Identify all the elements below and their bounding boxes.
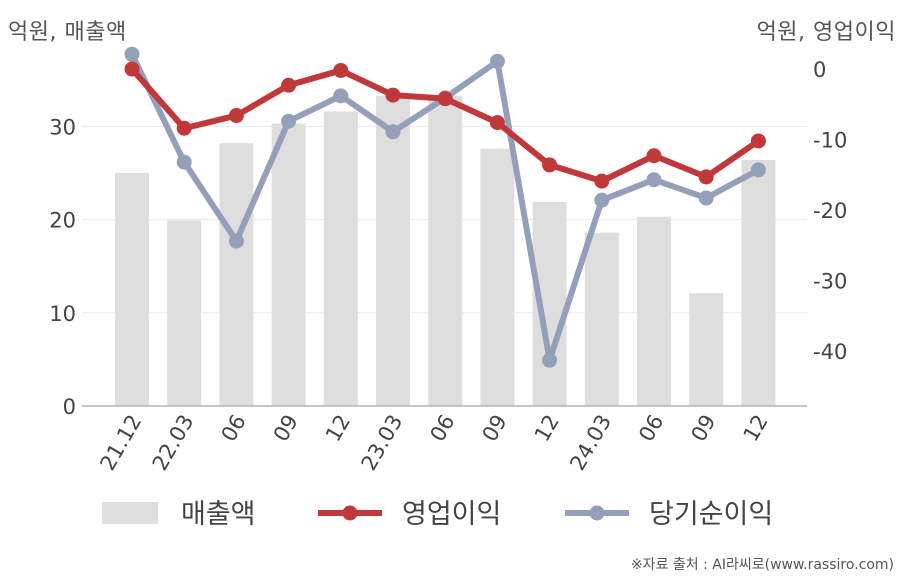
x-tick-label: 06 [217, 411, 251, 446]
point-operating-profit [542, 157, 558, 173]
bar-revenue [323, 111, 358, 407]
point-operating-profit [124, 61, 140, 77]
point-operating-profit [646, 148, 662, 164]
point-operating-profit [333, 62, 349, 78]
x-tick-label: 09 [269, 411, 303, 446]
x-tick-label: 12 [321, 411, 355, 446]
point-operating-profit [594, 173, 610, 189]
x-tick-label: 24.03 [565, 411, 616, 475]
point-operating-profit [750, 133, 766, 149]
point-operating-profit [176, 120, 192, 136]
x-tick-label: 12 [739, 411, 773, 446]
point-net-income [698, 190, 714, 206]
x-tick-label: 12 [530, 411, 564, 446]
x-tick-label: 06 [425, 411, 459, 446]
right-tick-label: 0 [813, 58, 826, 82]
point-operating-profit [489, 115, 505, 131]
left-tick-label: 20 [49, 209, 76, 233]
left-tick-label: 10 [49, 302, 76, 326]
bar-revenue [689, 293, 724, 406]
point-net-income [228, 233, 244, 249]
bar-revenue [167, 220, 202, 406]
point-operating-profit [281, 77, 297, 93]
legend-marker-net-income [589, 505, 605, 521]
bar-revenue [637, 216, 671, 406]
bar-revenue [115, 173, 149, 406]
bar-revenue [480, 148, 515, 406]
point-net-income [176, 154, 192, 170]
point-net-income [542, 352, 558, 368]
point-operating-profit [698, 169, 714, 185]
x-tick-label: 21.12 [95, 411, 146, 475]
bar-revenue [271, 123, 306, 406]
legend-label: 영업이익 [402, 499, 501, 530]
point-net-income [750, 162, 766, 178]
bar-revenue [584, 232, 619, 406]
x-tick-label: 09 [686, 411, 720, 446]
bar-revenue [376, 95, 410, 407]
point-operating-profit [385, 87, 401, 103]
point-net-income [489, 53, 505, 69]
point-net-income [594, 192, 610, 208]
x-tick-label: 06 [634, 411, 668, 446]
right-axis-title: 억원, 영업이익 [756, 20, 896, 45]
x-tick-label: 09 [478, 411, 512, 446]
point-net-income [281, 113, 297, 129]
right-tick-label: -10 [813, 129, 847, 153]
right-tick-label: -40 [813, 340, 847, 364]
left-tick-label: 0 [63, 395, 76, 419]
right-tick-label: -30 [813, 270, 847, 294]
point-net-income [646, 172, 662, 188]
point-operating-profit [437, 91, 453, 107]
left-tick-label: 30 [49, 115, 76, 139]
legend-label: 당기순이익 [649, 499, 773, 530]
x-tick-label: 23.03 [356, 411, 407, 475]
legend-label: 매출액 [181, 499, 256, 530]
legend-swatch-revenue [102, 502, 158, 524]
bar-revenue [219, 143, 254, 406]
left-axis-title: 억원, 매출액 [8, 20, 127, 45]
x-tick-label: 22.03 [148, 411, 199, 475]
right-tick-label: -20 [813, 199, 847, 223]
point-net-income [385, 124, 401, 140]
legend-marker-operating-profit [342, 505, 358, 521]
bar-revenue [741, 159, 776, 406]
source-note: ※자료 출처 : AI라씨로(www.rassiro.com) [630, 557, 894, 573]
point-net-income [124, 46, 140, 62]
point-operating-profit [228, 108, 244, 124]
point-net-income [333, 88, 349, 104]
bar-revenue [428, 95, 463, 407]
